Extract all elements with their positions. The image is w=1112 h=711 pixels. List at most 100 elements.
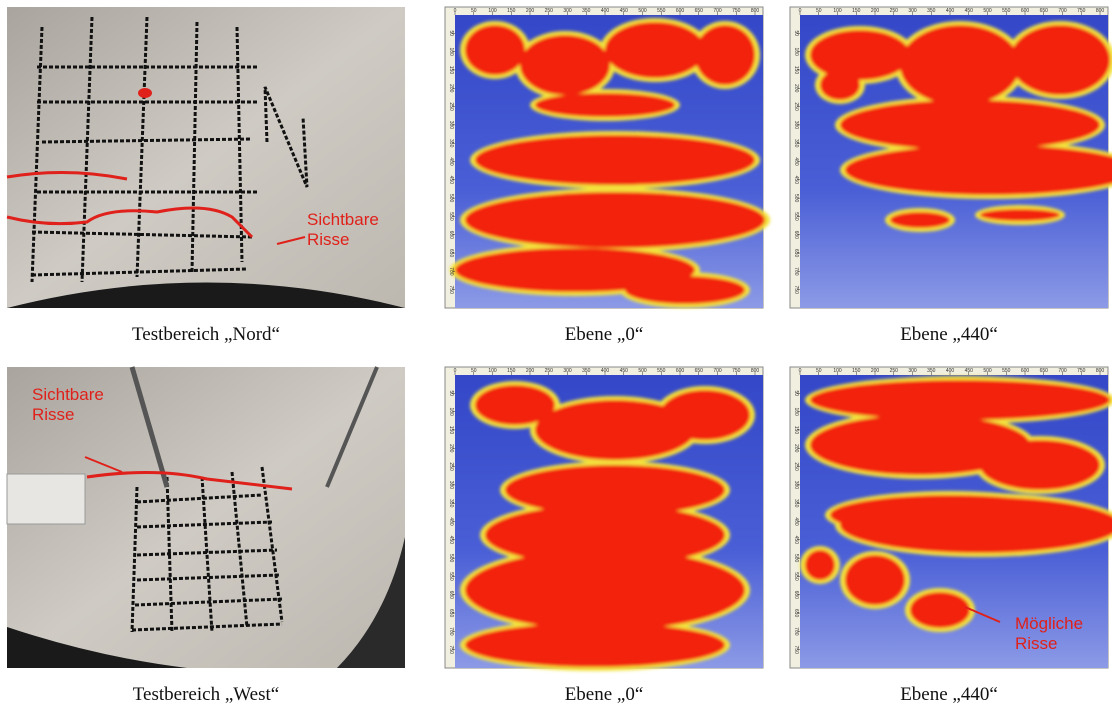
figure: SichtbareRisseTestbereich „Nord“05010015… [0,0,1112,711]
x-tick-label: 400 [601,8,610,14]
x-tick-label: 150 [852,8,861,14]
y-tick-label: 400 [793,157,799,166]
y-tick-label: 250 [448,102,454,111]
y-tick-label: 450 [793,536,799,545]
x-tick-label: 0 [454,8,457,14]
y-tick-label: 700 [448,627,454,636]
x-tick-label: 600 [1021,368,1030,374]
red-zone [465,25,525,75]
y-tick-label: 700 [793,627,799,636]
x-tick-label: 250 [890,8,899,14]
x-tick-label: 350 [927,368,936,374]
y-tick-label: 350 [448,139,454,148]
y-tick-label: 200 [448,444,454,453]
y-tick-label: 500 [448,194,454,203]
x-tick-label: 800 [1096,8,1105,14]
red-zone [810,30,910,80]
y-tick-label: 750 [793,286,799,295]
x-tick-label: 600 [676,8,685,14]
x-tick-label: 550 [657,368,666,374]
x-tick-label: 50 [816,8,822,14]
y-tick-label: 500 [793,554,799,563]
x-tick-label: 450 [965,368,974,374]
y-tick-label: 650 [793,249,799,258]
x-tick-label: 600 [1021,8,1030,14]
y-tick-label: 350 [793,139,799,148]
x-tick-label: 350 [582,368,591,374]
x-tick-label: 300 [908,8,917,14]
red-zone [840,497,1112,553]
y-tick-label: 700 [448,267,454,276]
y-tick-label: 750 [448,286,454,295]
x-tick-label: 250 [545,368,554,374]
y-tick-label: 700 [793,267,799,276]
x-tick-label: 400 [946,368,955,374]
x-tick-label: 100 [488,368,497,374]
x-tick-label: 300 [563,8,572,14]
x-tick-label: 250 [890,368,899,374]
x-tick-label: 500 [638,8,647,14]
caption: Testbereich „Nord“ [132,324,280,345]
caption: Ebene „0“ [565,684,644,705]
y-tick-label: 200 [793,444,799,453]
x-tick-label: 50 [816,368,822,374]
x-tick-label: 350 [582,8,591,14]
x-tick-label: 550 [1002,368,1011,374]
x-tick-label: 550 [657,8,666,14]
y-tick-label: 50 [793,391,799,397]
y-tick-label: 600 [793,231,799,240]
x-tick-label: 100 [833,8,842,14]
x-tick-label: 750 [1077,8,1086,14]
x-tick-label: 50 [471,8,477,14]
x-tick-label: 450 [620,8,629,14]
photo-background [7,7,405,308]
y-tick-label: 550 [448,212,454,221]
caption: Testbereich „West“ [133,684,279,705]
red-zone [845,555,905,605]
y-tick-label: 650 [448,249,454,258]
red-zone [840,100,1100,150]
x-tick-label: 350 [927,8,936,14]
annotation: Risse [32,405,75,424]
y-tick-label: 450 [448,176,454,185]
y-tick-label: 150 [448,426,454,435]
x-tick-label: 150 [852,368,861,374]
y-tick-label: 250 [448,462,454,471]
red-zone [695,25,755,85]
red-zone [900,25,1020,105]
red-zone [980,209,1060,221]
x-tick-label: 750 [732,8,741,14]
x-tick-label: 800 [1096,368,1105,374]
red-zone [805,550,835,580]
y-tick-label: 300 [448,121,454,130]
x-tick-label: 700 [713,368,722,374]
y-tick-label: 100 [448,407,454,416]
y-tick-label: 50 [448,31,454,37]
x-tick-label: 800 [751,8,760,14]
y-tick-label: 600 [793,591,799,600]
annotation: Sichtbare [32,385,104,404]
x-tick-label: 50 [471,368,477,374]
x-tick-label: 500 [983,8,992,14]
x-tick-label: 200 [871,8,880,14]
y-tick-label: 250 [793,462,799,471]
x-tick-label: 0 [799,368,802,374]
y-tick-label: 400 [448,517,454,526]
x-tick-label: 700 [713,8,722,14]
x-tick-label: 0 [799,8,802,14]
y-tick-label: 500 [793,194,799,203]
red-zone [625,276,745,304]
caption: Ebene „440“ [900,324,998,345]
x-tick-label: 750 [1077,368,1086,374]
x-tick-label: 0 [454,368,457,374]
y-tick-label: 150 [448,66,454,75]
annotation: Risse [307,230,350,249]
caption: Ebene „440“ [900,684,998,705]
x-tick-label: 500 [983,368,992,374]
y-tick-label: 300 [448,481,454,490]
red-dot [138,88,152,98]
annotation: Mögliche [1015,614,1083,633]
red-zone [910,592,970,628]
